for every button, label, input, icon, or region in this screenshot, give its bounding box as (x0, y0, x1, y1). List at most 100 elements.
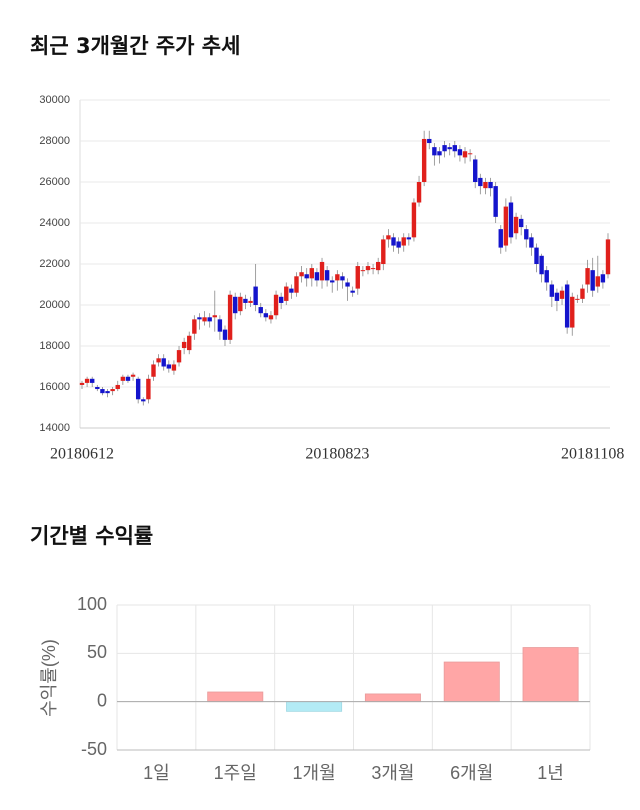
candle-body (386, 235, 391, 240)
candle-body (294, 276, 299, 293)
candle-body (202, 317, 207, 322)
candle-body (110, 389, 115, 392)
candle-body (268, 315, 274, 320)
candle-body (227, 294, 233, 340)
candle-body (273, 294, 279, 316)
candle-body (605, 239, 611, 275)
candle-body (447, 147, 452, 150)
candle-body (544, 270, 549, 283)
x-tick-label: 1주일 (214, 763, 257, 783)
candle-body (529, 237, 534, 248)
candle-body (125, 376, 131, 381)
candle-body (197, 317, 202, 320)
candle-body (585, 268, 590, 285)
candle-body (432, 147, 437, 156)
candle-body (289, 288, 294, 293)
y-tick-label: 18000 (39, 340, 70, 352)
candle-body (90, 378, 95, 383)
candle-body (304, 274, 309, 279)
candle-body (559, 290, 565, 299)
candle-body (95, 387, 100, 390)
y-tick-label: 28000 (39, 135, 70, 147)
bar (522, 647, 579, 703)
candle-body (84, 378, 90, 383)
candle-body (437, 151, 442, 156)
x-tick-label: 3개월 (371, 763, 414, 783)
candle-body (564, 284, 570, 328)
candle-body (508, 202, 514, 238)
candle-body (146, 378, 151, 400)
y-tick-label: 24000 (39, 217, 70, 229)
candle-body (340, 276, 345, 281)
candle-body (120, 376, 126, 381)
candle-body (524, 229, 529, 240)
candle-body (222, 329, 228, 340)
candle-body (100, 389, 105, 394)
candle-body (319, 261, 325, 281)
x-tick-label: 20181108 (561, 446, 624, 463)
candle-body (181, 341, 187, 349)
candle-body (549, 284, 555, 297)
candle-body (299, 272, 304, 277)
candle-body (258, 307, 263, 314)
y-tick-label: 50 (87, 642, 107, 662)
candle-body (590, 270, 595, 291)
y-tick-label: 14000 (39, 422, 70, 434)
candle-body (171, 364, 177, 371)
x-tick-label: 6개월 (450, 763, 493, 783)
candle-body (467, 153, 473, 155)
candle-body (406, 237, 412, 240)
candle-body (151, 364, 156, 377)
bar (364, 693, 421, 703)
y-tick-label: 30000 (39, 94, 70, 106)
candle-body (580, 288, 585, 299)
candle-body (478, 177, 483, 187)
y-axis-label: 수익률(%) (39, 639, 59, 717)
candle-body (278, 296, 284, 303)
candle-body (401, 237, 406, 246)
candle-body (243, 298, 248, 303)
y-tick-label: 20000 (39, 299, 70, 311)
candle-body (105, 391, 110, 394)
candle-body (442, 145, 447, 152)
x-tick-label: 1년 (537, 763, 564, 783)
candle-body (427, 138, 432, 144)
candle-body (176, 350, 182, 363)
candle-body (192, 319, 197, 334)
candle-body (166, 364, 172, 369)
candle-body (217, 319, 223, 332)
y-tick-label: 0 (97, 690, 107, 710)
candle-body (483, 182, 488, 189)
candle-body (365, 266, 371, 271)
candle-body (345, 282, 350, 287)
bar (443, 661, 500, 703)
section-title: 기간별 수익률 (30, 524, 153, 548)
y-tick-label: 100 (77, 594, 107, 614)
x-tick-label: 20180612 (50, 446, 114, 463)
candle-body (263, 313, 269, 318)
x-tick-label: 20180823 (305, 446, 369, 463)
candle-body (570, 296, 575, 328)
y-tick-label: 26000 (39, 176, 70, 188)
candle-body (141, 399, 146, 402)
x-tick-label: 1개월 (293, 763, 336, 783)
candle-body (493, 186, 498, 217)
candle-body (391, 237, 396, 246)
candle-body (421, 138, 427, 182)
candle-body (503, 206, 509, 246)
candle-body (488, 182, 493, 189)
candle-body (284, 286, 289, 301)
candle-body (309, 268, 315, 279)
x-tick-label: 1일 (143, 763, 170, 783)
candle-body (595, 276, 600, 287)
candle-body (130, 374, 136, 377)
candle-body (212, 315, 217, 318)
bar (286, 701, 343, 712)
candle-body (534, 247, 539, 264)
candle-body (115, 384, 120, 390)
y-tick-label: 16000 (39, 381, 70, 393)
candle-body (575, 298, 580, 300)
candle-body (498, 229, 503, 248)
candle-body (554, 292, 560, 301)
candle-body (248, 300, 253, 303)
